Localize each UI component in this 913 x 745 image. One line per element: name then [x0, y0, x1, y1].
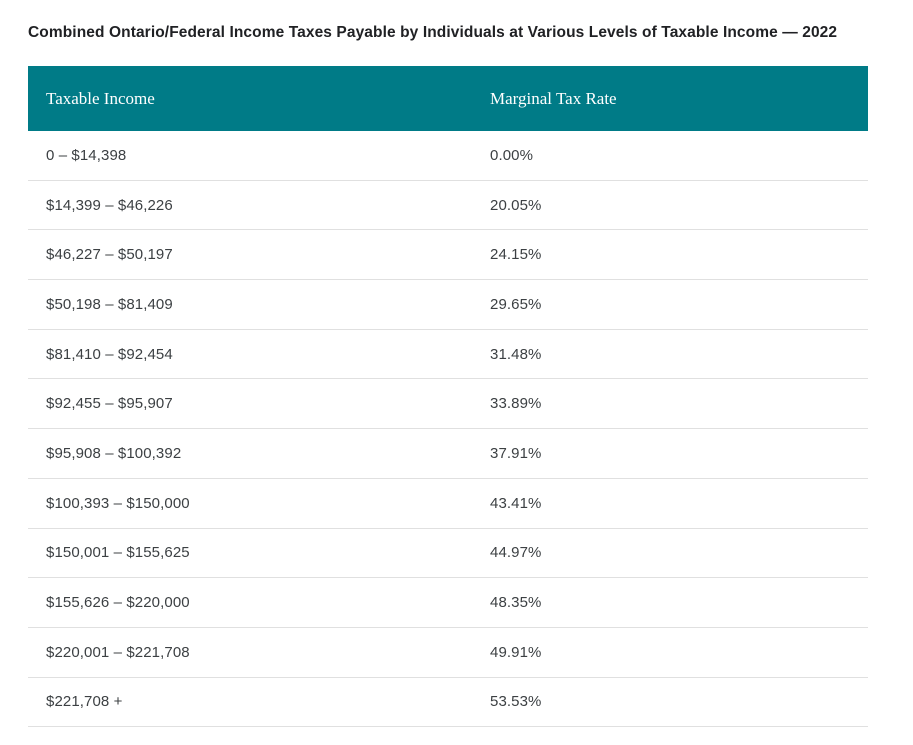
income-range-cell: 0 – $14,398 [46, 146, 127, 164]
income-range-cell: $95,908 – $100,392 [46, 444, 182, 462]
income-range-cell: $220,001 – $221,708 [46, 643, 190, 661]
marginal-rate-cell: 48.35% [490, 594, 542, 612]
marginal-rate-cell: 53.53% [490, 693, 542, 711]
marginal-rate-cell: 31.48% [490, 345, 542, 363]
table-row: $46,227 – $50,197 24.15% [28, 230, 868, 281]
table-row: $95,908 – $100,392 37.91% [28, 429, 868, 479]
table-row: $50,198 – $81,409 29.65% [28, 280, 868, 330]
page-title: Combined Ontario/Federal Income Taxes Pa… [28, 24, 838, 41]
marginal-rate-cell: 37.91% [490, 444, 542, 462]
column-header-marginal-tax-rate: Marginal Tax Rate [490, 88, 617, 108]
marginal-rate-cell: 0.00% [490, 146, 534, 164]
marginal-rate-cell: 29.65% [490, 295, 542, 313]
table-row: $155,626 – $220,000 48.35% [28, 578, 868, 628]
table-row: $81,410 – $92,454 31.48% [28, 329, 868, 380]
income-range-cell: $81,410 – $92,454 [46, 345, 173, 363]
income-range-cell: $14,399 – $46,226 [46, 196, 173, 214]
income-range-cell: $100,393 – $150,000 [46, 494, 190, 512]
table-row: $221,708 + 53.53% [28, 677, 868, 728]
marginal-rate-cell: 44.97% [490, 544, 542, 562]
marginal-rate-cell: 20.05% [490, 196, 542, 214]
marginal-rate-cell: 49.91% [490, 643, 542, 661]
table-row: $100,393 – $150,000 43.41% [28, 478, 868, 529]
income-range-cell: $92,455 – $95,907 [46, 395, 173, 413]
income-range-cell: $155,626 – $220,000 [46, 594, 190, 612]
marginal-rate-cell: 24.15% [490, 246, 542, 264]
column-header-taxable-income: Taxable Income [46, 88, 155, 108]
tax-rate-table: Taxable Income Marginal Tax Rate 0 – $14… [28, 66, 868, 728]
marginal-rate-cell: 43.41% [490, 494, 542, 512]
table-row: 0 – $14,398 0.00% [28, 131, 868, 181]
table-header-row: Taxable Income Marginal Tax Rate [28, 66, 868, 131]
income-range-cell: $221,708 + [46, 693, 123, 711]
marginal-rate-cell: 33.89% [490, 395, 542, 413]
income-range-cell: $46,227 – $50,197 [46, 246, 173, 264]
table-row: $150,001 – $155,625 44.97% [28, 528, 868, 579]
income-range-cell: $150,001 – $155,625 [46, 544, 190, 562]
table-body: 0 – $14,398 0.00% $14,399 – $46,226 20.0… [28, 131, 868, 728]
table-row: $220,001 – $221,708 49.91% [28, 627, 868, 678]
table-row: $92,455 – $95,907 33.89% [28, 379, 868, 430]
income-range-cell: $50,198 – $81,409 [46, 295, 173, 313]
table-row: $14,399 – $46,226 20.05% [28, 180, 868, 231]
